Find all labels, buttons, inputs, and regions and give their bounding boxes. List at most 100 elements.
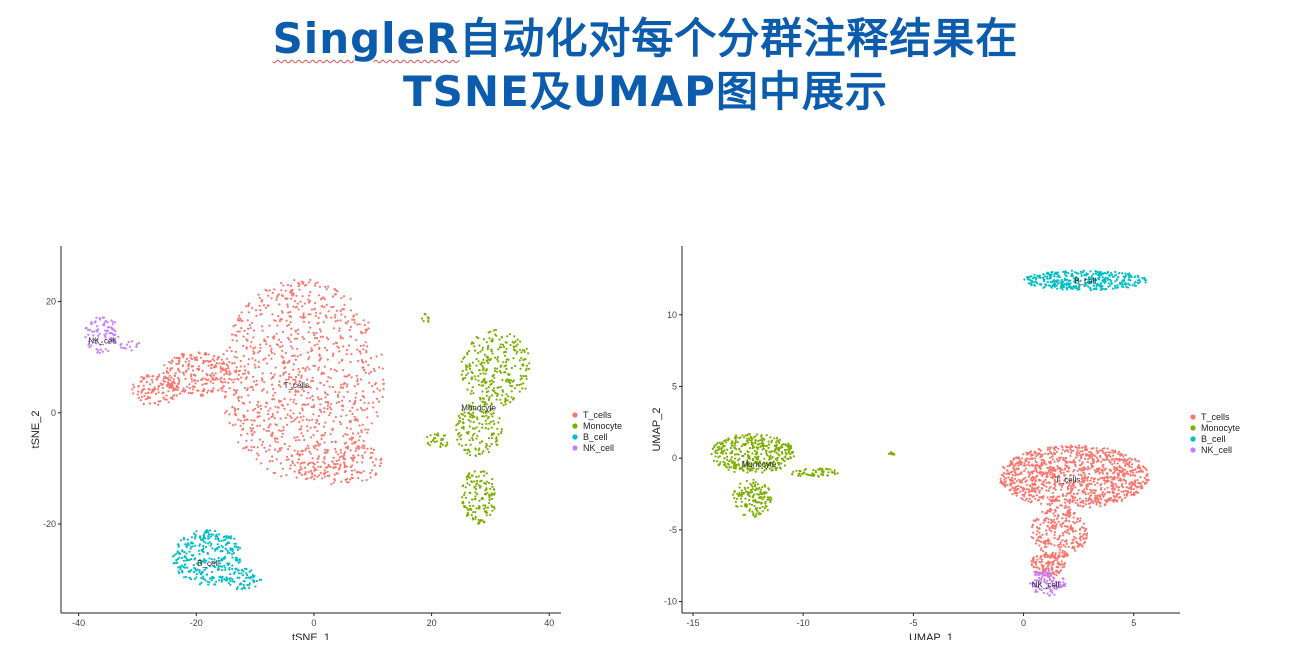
point-T_cells [325,316,328,319]
point-Monocyte [509,401,512,404]
point-T_cells [190,375,193,378]
point-T_cells [359,352,362,355]
point-Monocyte [520,383,523,386]
point-Monocyte [833,469,836,472]
point-Monocyte [488,481,491,485]
point-T_cells [1036,555,1039,558]
point-Monocyte [763,466,766,469]
point-T_cells [342,456,345,459]
point-T_cells [361,360,364,363]
point-Monocyte [479,485,482,488]
point-T_cells [1124,464,1127,467]
point-Monocyte [488,422,491,425]
point-B_cell [1127,282,1130,285]
point-Monocyte [474,491,477,494]
point-T_cells [317,366,320,369]
point-T_cells [1047,560,1050,563]
point-B_cell [1056,287,1059,290]
point-T_cells [1046,555,1049,558]
point-T_cells [349,465,352,469]
point-B_cell [1048,284,1051,287]
point-Monocyte [719,451,723,454]
point-T_cells [1143,476,1146,480]
point-T_cells [340,480,343,483]
point-Monocyte [771,456,774,459]
point-T_cells [1042,495,1045,498]
point-T_cells [370,447,373,450]
point-T_cells [148,388,151,391]
point-T_cells [358,350,361,353]
point-B_cell [1046,281,1049,284]
point-T_cells [1001,482,1004,485]
point-T_cells [1081,475,1084,478]
point-T_cells [1047,563,1050,566]
point-T_cells [312,434,315,437]
point-Monocyte [477,484,481,487]
point-T_cells [226,365,229,368]
point-T_cells [1064,540,1067,543]
point-Monocyte [724,464,727,467]
point-T_cells [335,309,338,312]
point-T_cells [284,416,287,419]
point-T_cells [291,288,294,291]
point-B_cell [1083,274,1086,277]
point-Monocyte [806,473,809,476]
point-Monocyte [484,419,487,422]
point-T_cells [356,408,359,411]
point-Monocyte [761,471,764,474]
point-B_cell [1070,287,1073,290]
point-T_cells [1090,447,1093,450]
point-T_cells [328,414,331,417]
point-T_cells [168,386,171,389]
point-T_cells [1121,483,1124,486]
point-Monocyte [784,451,787,454]
point-T_cells [1069,487,1072,490]
point-T_cells [1113,471,1116,474]
point-T_cells [327,376,330,379]
point-Monocyte [478,520,481,524]
point-T_cells [349,360,352,364]
point-T_cells [266,402,269,405]
point-Monocyte [757,446,760,449]
point-Monocyte [499,343,502,346]
point-T_cells [1124,490,1127,493]
point-Monocyte [727,437,730,440]
point-T_cells [310,380,313,383]
point-Monocyte [496,356,499,359]
point-T_cells [1047,567,1050,570]
point-T_cells [243,419,246,422]
point-T_cells [304,367,307,370]
point-T_cells [1122,455,1125,458]
point-Monocyte [753,483,756,486]
point-Monocyte [485,387,488,390]
point-Monocyte [729,458,732,461]
point-T_cells [1049,446,1052,449]
point-B_cell [198,571,201,574]
point-T_cells [251,357,254,360]
point-Monocyte [475,364,478,367]
point-Monocyte [812,474,815,477]
point-T_cells [309,386,312,389]
point-T_cells [1146,479,1149,482]
point-B_cell [218,576,221,579]
point-Monocyte [782,459,785,462]
point-T_cells [289,340,292,343]
point-T_cells [366,431,369,434]
point-T_cells [1079,482,1082,485]
point-Monocyte [792,455,795,458]
point-T_cells [1033,570,1036,573]
point-Monocyte [786,448,789,451]
point-T_cells [1061,534,1065,537]
point-T_cells [1060,560,1063,563]
point-Monocyte [753,505,756,508]
point-T_cells [333,368,336,371]
point-T_cells [244,446,247,449]
point-T_cells [1020,497,1023,500]
point-B_cell [195,573,198,576]
point-T_cells [324,314,327,317]
point-B_cell [1127,278,1130,281]
point-T_cells [1054,556,1057,559]
point-T_cells [1040,547,1043,550]
point-T_cells [273,373,276,376]
point-T_cells [325,336,328,339]
